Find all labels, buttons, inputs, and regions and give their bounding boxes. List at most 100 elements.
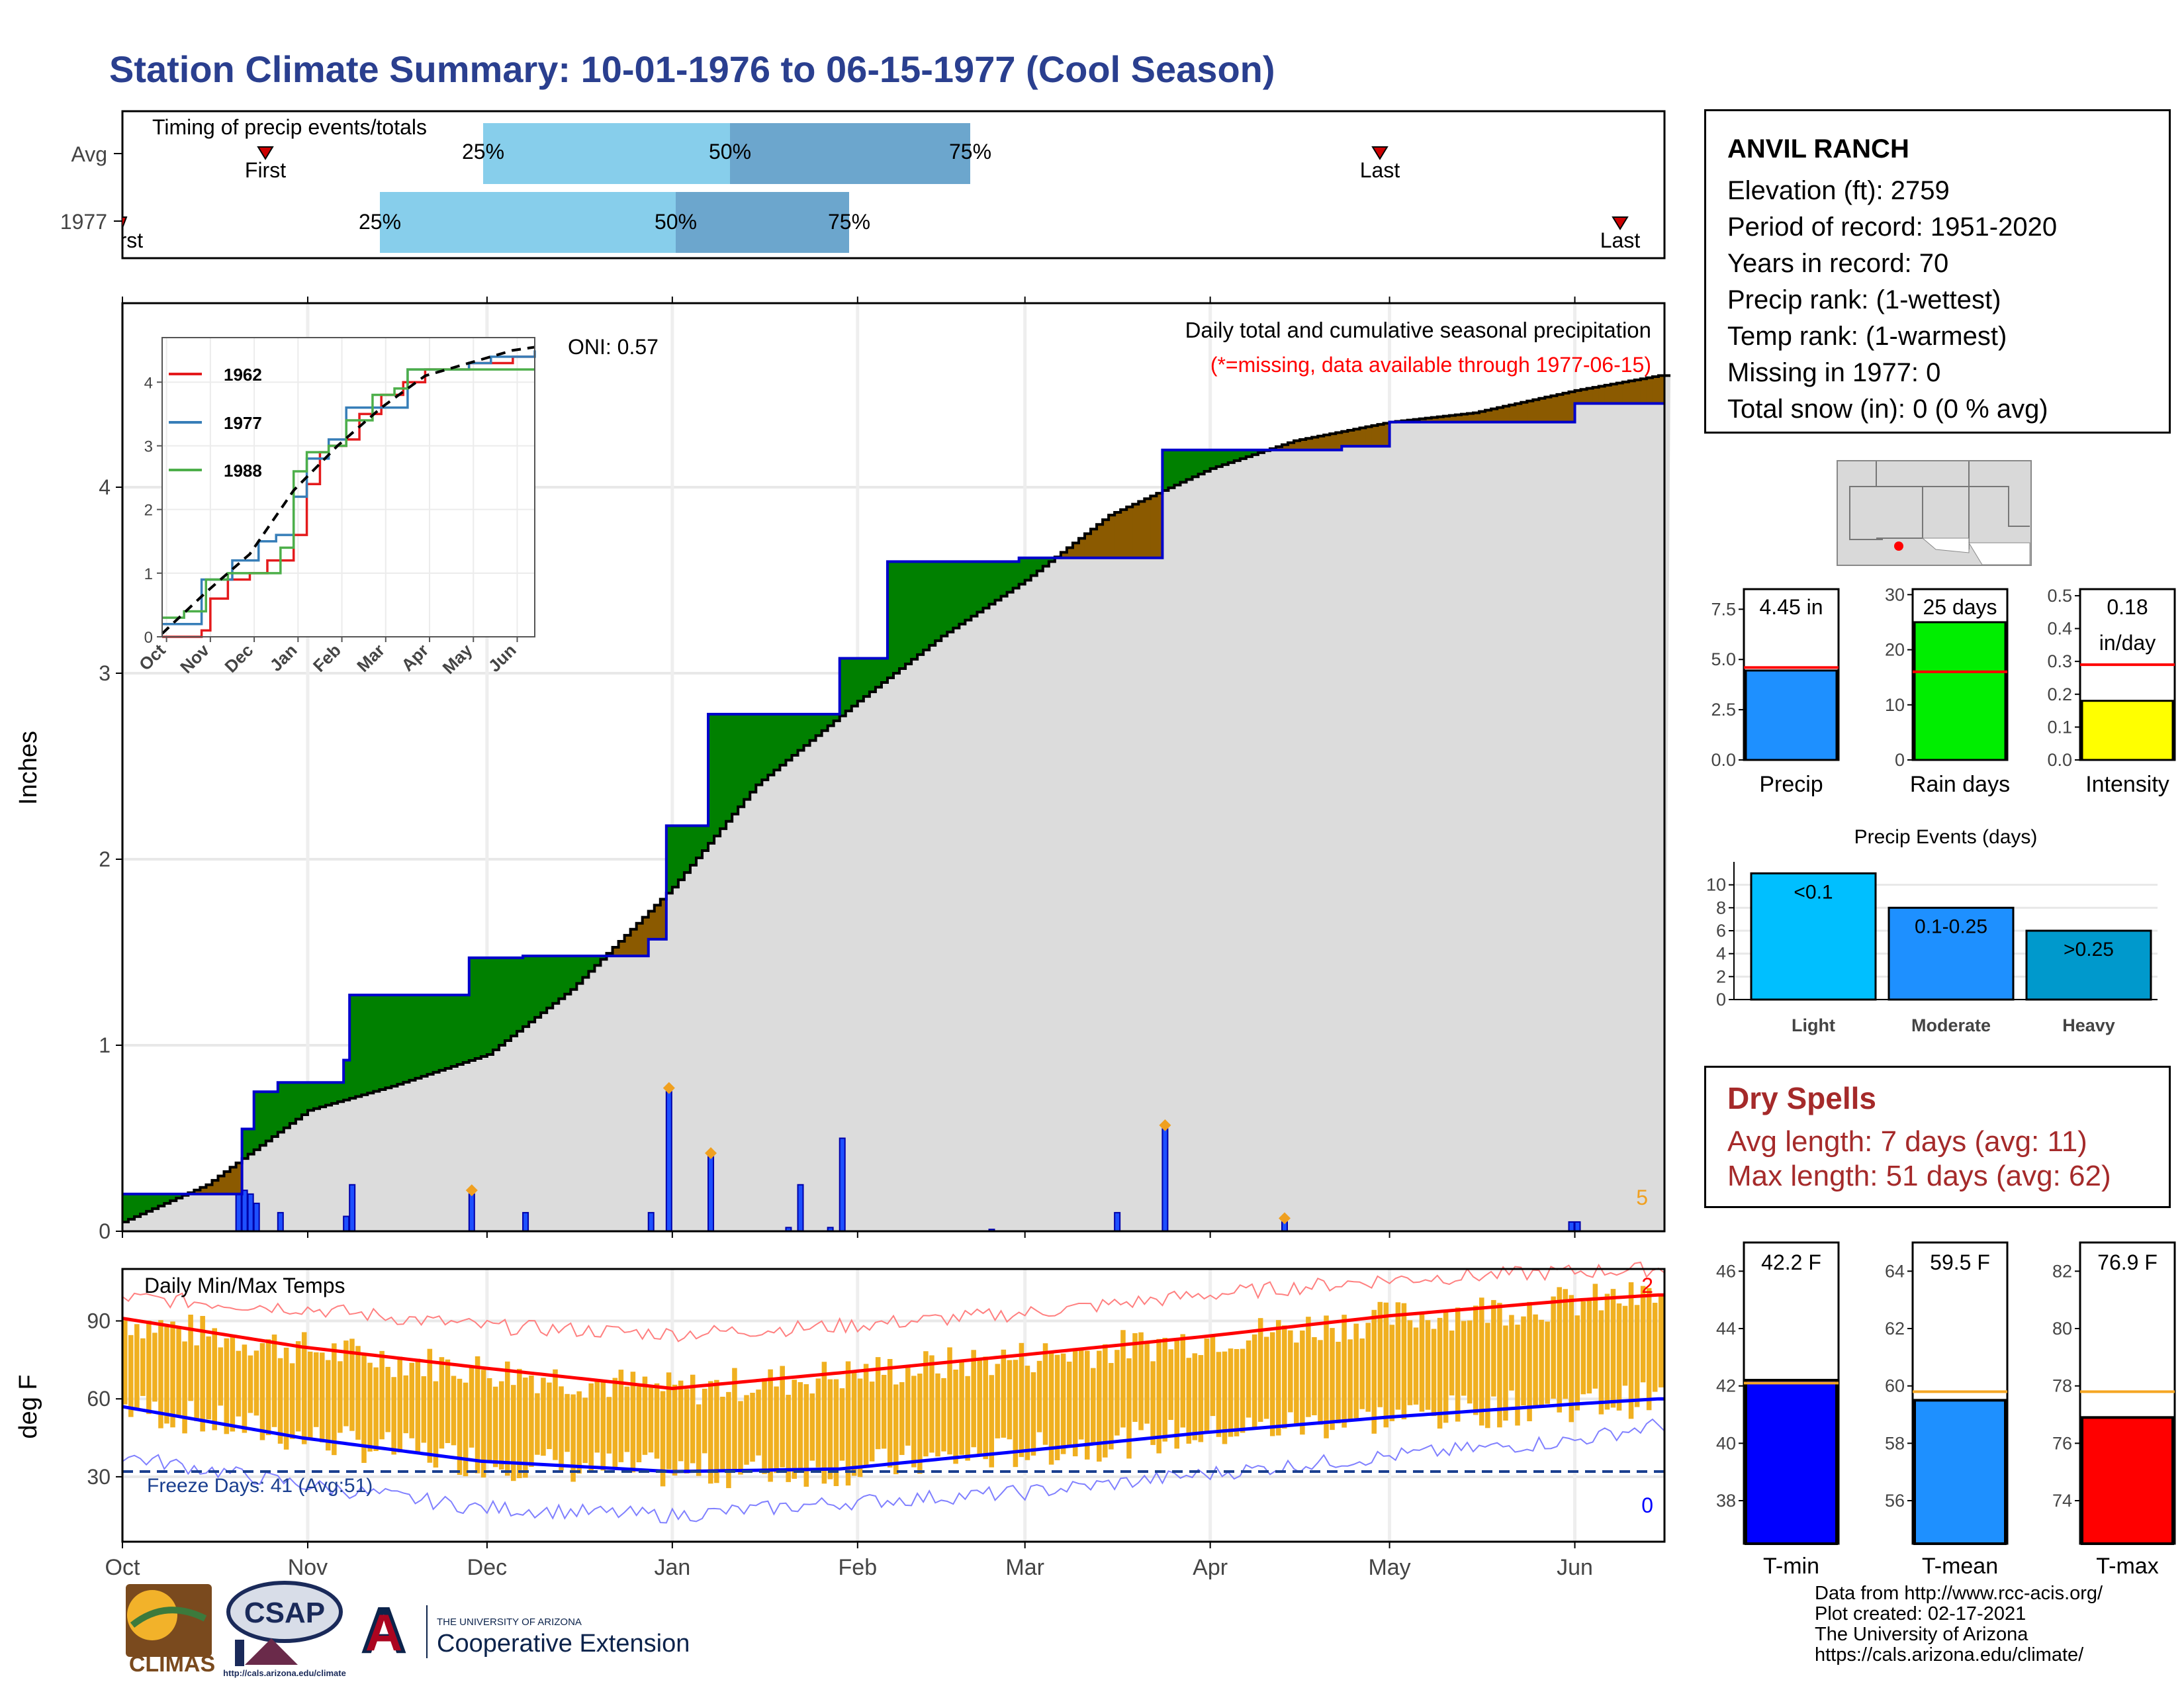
daily-temp-bar — [762, 1378, 767, 1474]
below-average-area — [212, 1180, 218, 1194]
daily-temp-bar — [893, 1384, 899, 1475]
above-average-area — [893, 561, 900, 673]
mini-bar-label: Precip — [1759, 772, 1823, 797]
missing-note: (*=missing, data available through 1977-… — [1210, 353, 1651, 377]
inset-line-average — [161, 346, 535, 635]
daily-temp-bar — [182, 1341, 187, 1434]
below-average-area — [1138, 501, 1145, 558]
daily-temp-bar — [1162, 1338, 1167, 1442]
daily-temp-bar — [600, 1381, 606, 1471]
temp-bar-ytick-label: 58 — [1885, 1433, 1905, 1453]
ua-small-text: THE UNIVERSITY OF ARIZONA — [437, 1617, 582, 1628]
mini-bar-rain-days — [1913, 621, 2007, 761]
below-average-area — [1383, 423, 1390, 447]
below-average-area — [1103, 520, 1109, 558]
above-average-area — [1216, 449, 1223, 467]
daily-temp-bar — [1557, 1287, 1562, 1413]
below-average-area — [1431, 417, 1438, 422]
dry-max-length: Max length: 51 days (avg: 62) — [1727, 1160, 2111, 1192]
csap-logo: CSAP http://cals.arizona.edu/climate — [223, 1581, 346, 1678]
daily-temp-bar — [397, 1356, 402, 1453]
daily-temp-bar — [427, 1348, 433, 1463]
locator-map — [1837, 460, 2032, 566]
above-average-area — [409, 995, 416, 1080]
daily-temp-bar — [965, 1376, 970, 1461]
record-marker — [465, 1184, 478, 1197]
above-average-area — [283, 1082, 291, 1128]
daily-temp-bar — [1222, 1351, 1228, 1444]
daily-temp-bar — [529, 1375, 534, 1467]
yr-q50: 50% — [655, 210, 697, 234]
temp-bar-value: 42.2 F — [1761, 1250, 1821, 1274]
above-average-area — [277, 1082, 285, 1133]
above-average-area — [122, 1194, 129, 1222]
above-average-area — [1210, 449, 1217, 469]
above-average-area — [995, 561, 1002, 600]
daily-temp-bar — [1598, 1310, 1604, 1415]
daily-temp-bar — [1634, 1305, 1640, 1407]
event-category-label: Moderate — [1911, 1015, 1991, 1035]
below-average-area — [1359, 428, 1366, 447]
above-average-area — [242, 1129, 249, 1159]
station-period: Period of record: 1951-2020 — [1727, 212, 2058, 242]
below-average-area — [1413, 419, 1420, 422]
below-average-area — [1115, 512, 1121, 558]
daily-temp-bar — [1359, 1338, 1365, 1409]
daily-temp-bar — [624, 1386, 630, 1452]
climas-logo: CLIMAS — [126, 1584, 215, 1677]
daily-temp-bar — [230, 1335, 236, 1432]
station-name: ANVIL RANCH — [1727, 134, 1909, 164]
above-average-area — [1246, 449, 1253, 457]
daily-precip-bar — [797, 1184, 804, 1232]
daily-temp-bar — [594, 1380, 600, 1453]
daily-temp-bar — [307, 1351, 313, 1439]
daily-precip-bar — [349, 1184, 356, 1232]
below-average-area — [1634, 379, 1641, 404]
daily-temp-bar — [206, 1336, 211, 1420]
below-average-area — [1084, 534, 1091, 558]
temp-bar-label: T-min — [1763, 1554, 1819, 1579]
above-average-area — [1251, 449, 1259, 455]
daily-temp-bar — [1652, 1303, 1658, 1392]
daily-temp-bar — [1640, 1286, 1646, 1383]
yr-q25-q50-box — [380, 192, 676, 253]
daily-temp-bar — [194, 1345, 199, 1421]
station-info-box: ANVIL RANCH Elevation (ft): 2759 Period … — [1704, 109, 2171, 434]
above-average-area — [385, 995, 392, 1088]
station-location-dot — [1894, 541, 1903, 551]
temp-ytick-label: 60 — [87, 1387, 111, 1411]
below-average-area — [1592, 387, 1600, 404]
above-average-area — [803, 714, 811, 746]
daily-temp-bar — [1318, 1340, 1323, 1425]
daily-temp-bar — [469, 1366, 475, 1448]
daily-temp-bar — [744, 1395, 749, 1465]
below-average-area — [1604, 385, 1612, 404]
above-average-area — [379, 995, 386, 1090]
mini-ytick-label: 0.0 — [2047, 750, 2072, 770]
daily-temp-bar — [379, 1350, 385, 1440]
above-average-area — [570, 956, 577, 990]
daily-temp-bar — [1413, 1327, 1419, 1405]
above-average-area — [941, 561, 948, 636]
daily-temp-bar — [1036, 1360, 1042, 1432]
above-average-area — [827, 714, 835, 726]
daily-temp-bar — [1353, 1323, 1359, 1419]
above-average-area — [1204, 449, 1211, 472]
daily-temp-bar — [242, 1344, 248, 1433]
above-average-area — [923, 561, 930, 650]
climas-text: CLIMAS — [129, 1652, 215, 1677]
temp-line-avg-min — [122, 1397, 1664, 1474]
above-average-area — [433, 995, 440, 1072]
daily-temp-bar — [559, 1386, 564, 1471]
daily-temp-bar — [1324, 1315, 1329, 1438]
daily-temp-bar — [1377, 1301, 1383, 1407]
daily-temp-bar — [1604, 1293, 1610, 1410]
observed-cumulative-line — [122, 402, 1664, 1196]
below-average-area — [1312, 437, 1318, 450]
daily-temp-bar — [170, 1321, 175, 1428]
timing-row-1977-label: 1977 — [60, 210, 107, 234]
daily-temp-bar — [1521, 1316, 1526, 1406]
below-average-area — [1646, 377, 1653, 404]
